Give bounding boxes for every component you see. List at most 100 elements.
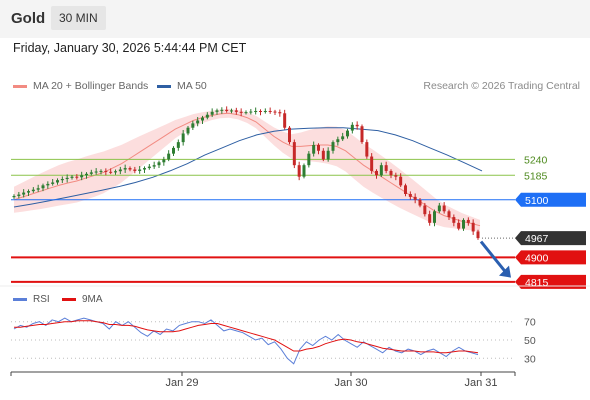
candle-body [143, 168, 146, 170]
ma9-label: 9MA [82, 294, 103, 305]
candle-body [80, 175, 84, 178]
candle-body [152, 165, 156, 167]
candle-body [157, 162, 161, 166]
candle-body [210, 111, 214, 115]
candle-body [389, 170, 393, 176]
candle-body [447, 211, 451, 218]
candle-body [259, 110, 262, 112]
candle-body [379, 165, 383, 176]
candle-body [244, 112, 248, 114]
candle-body [331, 142, 335, 151]
candle-body [384, 165, 388, 171]
candle-body [404, 185, 407, 194]
candle-body [51, 182, 55, 184]
candle-body [307, 153, 311, 166]
candle-body [70, 176, 74, 178]
candle-body [302, 165, 306, 177]
candle-body [466, 219, 470, 223]
candle-body [312, 145, 316, 154]
candle-body [186, 127, 190, 134]
candle-body [423, 205, 427, 215]
candle-body [133, 169, 137, 171]
level-badge-4900 [515, 250, 586, 265]
candle-body [273, 111, 277, 113]
candle-body [452, 217, 456, 223]
candle-body [355, 124, 359, 127]
chart-datetime: Friday, January 30, 2026 5:44:44 PM CET [13, 41, 247, 55]
candle-body [65, 177, 69, 180]
ma50-line [13, 127, 483, 208]
candle-body [249, 111, 253, 113]
instrument-title: Gold [11, 10, 46, 27]
candle-body [394, 175, 398, 177]
candle-body [201, 117, 204, 121]
candle-body [297, 165, 301, 177]
level-label-4967: 4967 [525, 233, 549, 245]
ma20-label: MA 20 + Bollinger Bands [33, 80, 149, 92]
candle-body [413, 196, 417, 200]
rsi-tick-50: 50 [524, 335, 536, 347]
level-label-4815: 4815 [525, 277, 549, 289]
candle-body [365, 142, 369, 157]
candle-body [442, 205, 446, 212]
candle-body [176, 142, 180, 148]
candle-body [104, 170, 108, 172]
candle-body [336, 139, 340, 143]
chart-header: Gold 30 MIN [0, 0, 590, 38]
candle-body [433, 211, 436, 223]
legend-ma50: MA 50 [157, 80, 207, 92]
candle-body [471, 222, 475, 232]
candle-body [292, 142, 296, 166]
rsi-tick-30: 30 [524, 353, 536, 365]
candle-body [75, 176, 79, 178]
candle-body [191, 123, 195, 128]
x-tick-label: Jan 29 [165, 377, 198, 389]
candle-body [288, 127, 291, 143]
level-label-4900: 4900 [525, 252, 549, 264]
candle-body [85, 173, 88, 176]
x-tick-label: Jan 30 [334, 377, 367, 389]
candle-body [215, 110, 219, 112]
candle-body [196, 120, 200, 124]
candle-body [278, 112, 282, 114]
rsi-label: RSI [33, 294, 50, 305]
x-tick-label: Jan 31 [464, 377, 497, 389]
candle-body [408, 194, 412, 197]
candle-body [94, 171, 98, 173]
level-label-5240: 5240 [524, 154, 548, 166]
candle-body [239, 111, 243, 113]
candle-body [56, 180, 59, 183]
timeframe-button[interactable]: 30 MIN [51, 6, 106, 30]
rsi-tick-70: 70 [524, 317, 536, 329]
candle-body [172, 147, 175, 154]
level-badge-4967 [515, 231, 586, 246]
candle-body [326, 150, 330, 160]
candle-body [167, 153, 171, 160]
candle-body [375, 170, 378, 176]
candle-body [128, 168, 132, 170]
candle-body [254, 110, 258, 112]
candle-body [230, 110, 233, 112]
rsi-line [13, 317, 479, 365]
candle-body [60, 179, 64, 181]
candle-body [89, 172, 93, 174]
ma20-line [13, 112, 481, 227]
level-label-5100: 5100 [525, 195, 549, 207]
projection-arrow-head [499, 265, 511, 278]
candle-body [123, 168, 127, 170]
bollinger-band [14, 108, 480, 232]
ma20-swatch [13, 84, 27, 88]
candle-body [220, 109, 224, 111]
projection-arrow-shaft [479, 240, 508, 274]
candle-body [138, 169, 142, 171]
candle-body [462, 219, 465, 229]
research-credit: Research © 2026 Trading Central [423, 80, 580, 92]
candle-body [399, 176, 403, 186]
candle-body [346, 130, 349, 137]
candle-body [263, 110, 267, 112]
legend-9ma: 9MA [62, 294, 103, 305]
candle-body [418, 199, 422, 206]
ma50-swatch [157, 84, 171, 88]
candle-body [41, 185, 45, 189]
level-badge-5100 [515, 192, 586, 207]
